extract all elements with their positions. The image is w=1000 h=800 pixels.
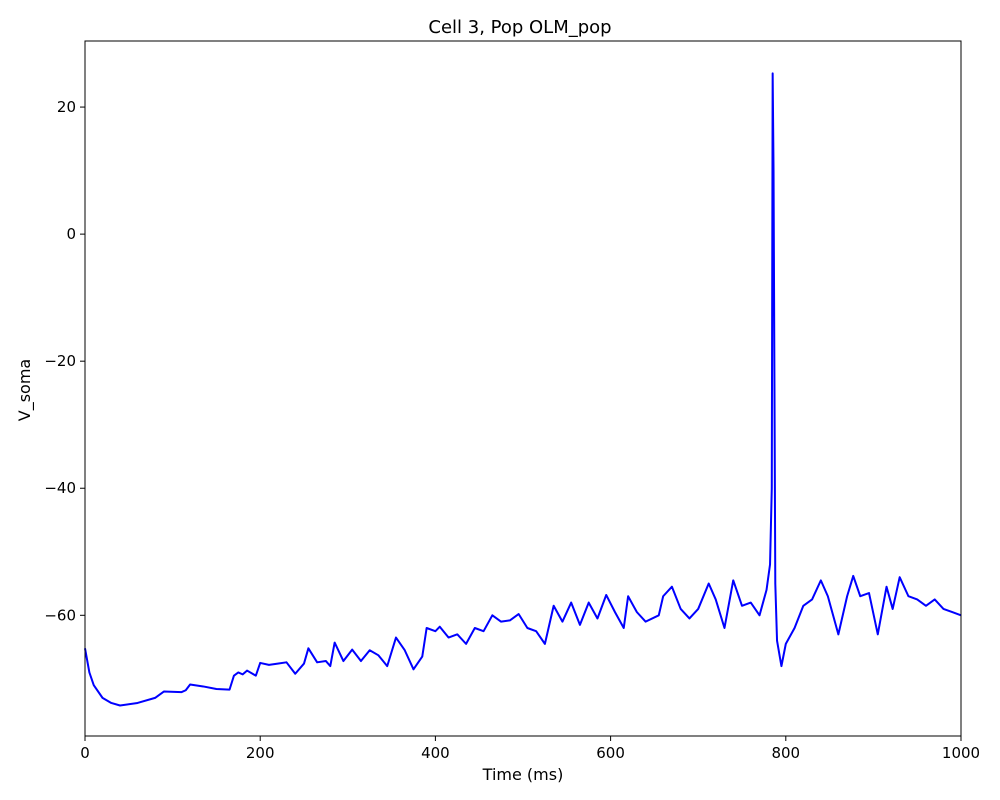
x-tick-label: 200 — [246, 744, 275, 762]
x-tick-label: 1000 — [942, 744, 980, 762]
y-tick-label: 0 — [66, 225, 76, 243]
chart-title: Cell 3, Pop OLM_pop — [428, 17, 611, 38]
plot-frame — [84, 40, 962, 737]
x-tick-label: 400 — [421, 744, 450, 762]
x-axis-label: Time (ms) — [482, 765, 564, 784]
y-tick-label: 20 — [57, 98, 76, 116]
y-tick-label: −40 — [44, 479, 76, 497]
x-tick-label: 800 — [771, 744, 800, 762]
y-tick-label: −60 — [44, 606, 76, 624]
voltage-line — [84, 72, 962, 707]
y-axis-label: V_soma — [15, 359, 35, 421]
x-tick-label: 600 — [596, 744, 625, 762]
y-tick-label: −20 — [44, 352, 76, 370]
x-tick-label: 0 — [80, 744, 90, 762]
